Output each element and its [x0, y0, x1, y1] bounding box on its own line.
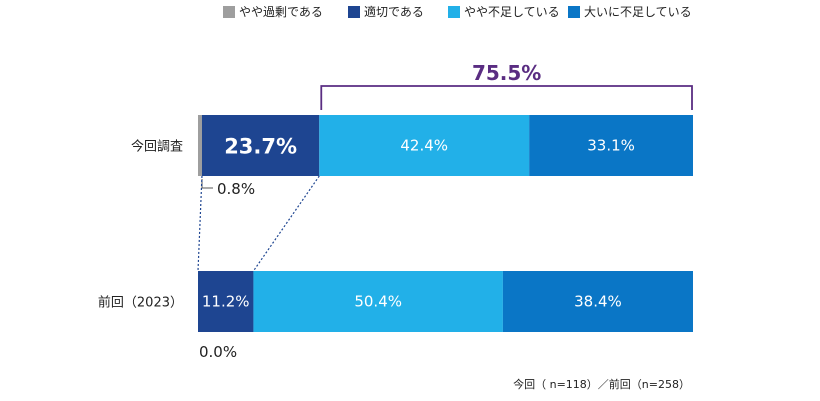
- legend-swatch-3: [568, 6, 580, 18]
- value-label-r1-s2: 50.4%: [354, 293, 402, 311]
- value-label-r0-s3: 33.1%: [587, 137, 635, 155]
- annotation-label: 75.5%: [472, 61, 541, 85]
- legend-label-0: やや過剰である: [239, 5, 323, 19]
- value-label-r0-s0: 0.8%: [217, 180, 255, 198]
- legend-label-2: やや不足している: [464, 5, 560, 19]
- bar-segment-r0-s0: [198, 115, 202, 176]
- leader-line-small-value: [201, 179, 213, 189]
- category-label-1: 前回（2023）: [98, 295, 183, 311]
- legend-label-3: 大いに不足している: [584, 5, 692, 19]
- value-label-r1-s0: 0.0%: [199, 343, 237, 361]
- legend-swatch-1: [348, 6, 360, 18]
- value-label-r1-s3: 38.4%: [574, 293, 622, 311]
- legend-label-1: 適切である: [364, 4, 424, 19]
- bar-segment-r1-s2: [253, 271, 503, 332]
- legend-swatch-2: [448, 6, 460, 18]
- category-label-0: 今回調査: [131, 139, 183, 155]
- sample-size-note: 今回（ n=118）／前回（n=258）: [513, 377, 690, 391]
- connector-line-right: [252, 175, 320, 272]
- bar-segment-r1-s1: [198, 271, 254, 332]
- value-label-r0-s1: 23.7%: [224, 135, 297, 159]
- value-label-r1-s1: 11.2%: [202, 293, 250, 311]
- bar-segment-r0-s1: [201, 115, 320, 176]
- bar-segment-r1-s3: [502, 271, 693, 332]
- legend-swatch-0: [223, 6, 235, 18]
- bar-segment-r0-s2: [319, 115, 530, 176]
- connector-line-left: [197, 175, 203, 272]
- annotation-bracket: [320, 85, 693, 110]
- bar-segment-r0-s3: [529, 115, 693, 176]
- value-label-r0-s2: 42.4%: [400, 137, 448, 155]
